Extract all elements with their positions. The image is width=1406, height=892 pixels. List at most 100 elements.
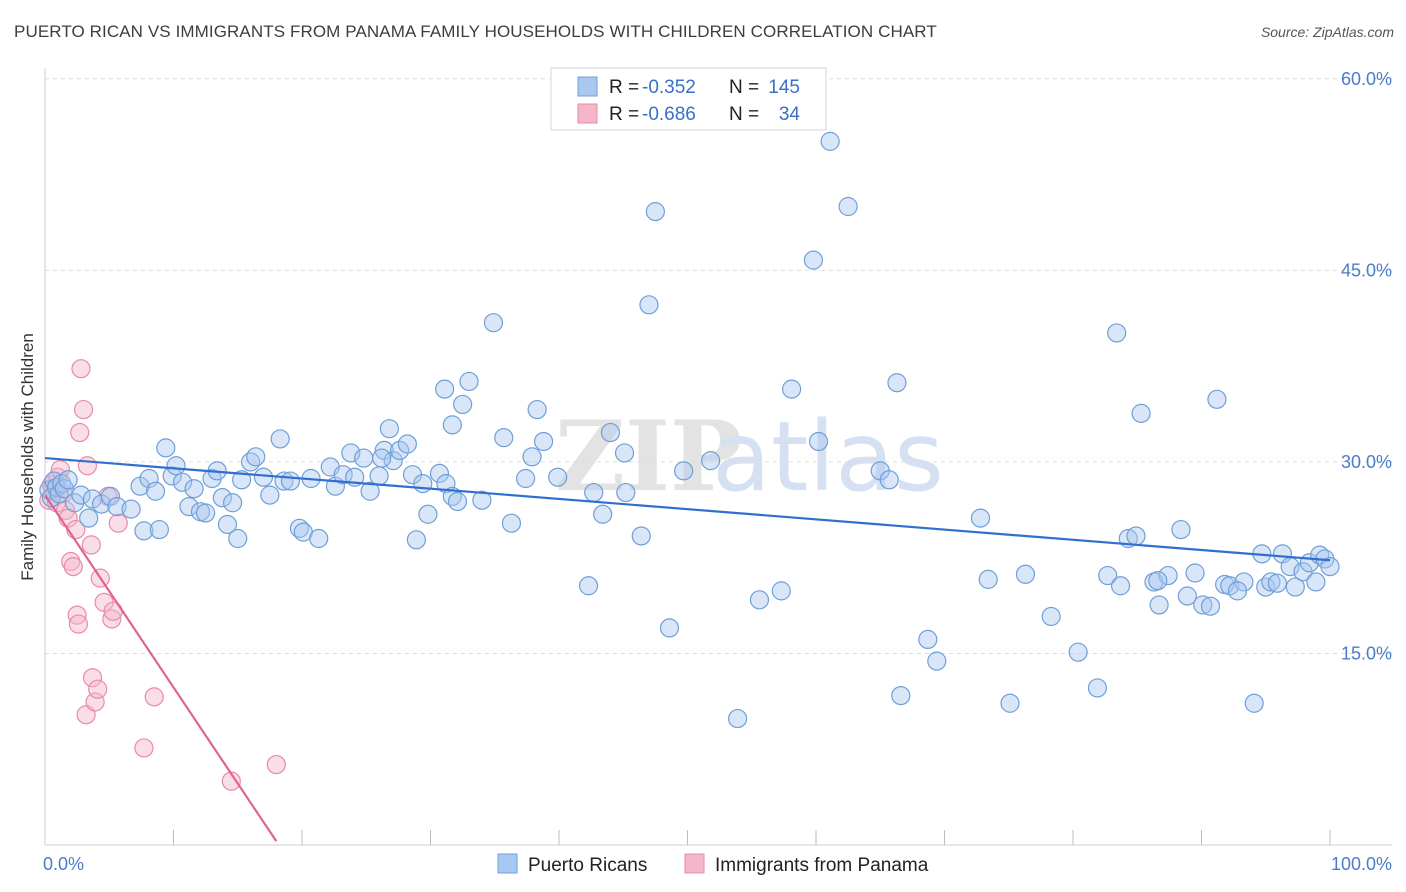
- puerto-rican-point-68: [442, 415, 462, 435]
- puerto-rican-point-94: [781, 379, 802, 399]
- puerto-rican-point-91: [728, 708, 748, 729]
- puerto-rican-point-107: [1015, 564, 1036, 584]
- puerto-rican-point-66: [447, 491, 468, 512]
- puerto-rican-point-17: [134, 521, 154, 541]
- puerto-rican-point-146: [372, 448, 392, 468]
- panama-point-13: [68, 614, 89, 634]
- puerto-rican-point-120: [1177, 586, 1197, 606]
- puerto-rican-point-82: [593, 504, 613, 524]
- puerto-rican-point-144: [616, 482, 636, 503]
- puerto-rican-point-26: [184, 479, 204, 499]
- puerto-rican-point-74: [501, 513, 522, 533]
- watermark-zip: ZIP: [555, 400, 742, 513]
- y-tick-label-45: 45.0%: [1341, 260, 1392, 280]
- puerto-rican-point-80: [578, 576, 599, 596]
- x-axis-ticks: [173, 830, 1331, 845]
- puerto-rican-point-45: [309, 528, 329, 549]
- puerto-rican-point-48: [333, 465, 353, 485]
- puerto-rican-point-14: [107, 496, 127, 517]
- puerto-rican-point-130: [1256, 577, 1276, 597]
- legend-n-value-2: 34: [779, 104, 801, 125]
- puerto-rican-point-142: [1148, 571, 1168, 591]
- puerto-rican-point-56: [383, 451, 403, 471]
- panama-point-18: [77, 456, 98, 476]
- puerto-rican-point-35: [241, 452, 261, 472]
- watermark-atlas: atlas: [712, 401, 944, 513]
- puerto-rican-point-39: [270, 429, 290, 449]
- puerto-rican-point-67: [435, 379, 455, 399]
- legend-swatch-pink: [577, 103, 598, 124]
- puerto-rican-point-83: [600, 422, 621, 443]
- panama-point-5: [50, 459, 71, 480]
- puerto-rican-point-84: [614, 443, 635, 463]
- puerto-rican-point-23: [166, 456, 186, 476]
- puerto-rican-point-57: [390, 440, 410, 461]
- panama-point-28: [108, 513, 128, 533]
- puerto-rican-point-89: [674, 461, 694, 481]
- puerto-rican-point-117: [1149, 595, 1169, 615]
- puerto-rican-point-118: [1158, 565, 1178, 586]
- puerto-rican-point-78: [533, 431, 554, 452]
- puerto-rican-point-132: [1267, 573, 1287, 593]
- puerto-rican-point-9: [71, 485, 91, 505]
- puerto-rican-points: [39, 131, 1340, 729]
- puerto-rican-point-104: [970, 508, 991, 528]
- puerto-rican-point-25: [179, 496, 199, 517]
- puerto-rican-point-51: [354, 448, 374, 468]
- puerto-rican-point-75: [515, 468, 536, 489]
- puerto-rican-point-131: [1261, 572, 1281, 592]
- puerto-rican-point-22: [162, 466, 182, 486]
- legend-swatch-blue: [577, 76, 598, 97]
- panama-point-19: [81, 535, 101, 555]
- puerto-rican-point-81: [584, 482, 604, 503]
- puerto-rican-point-20: [149, 519, 169, 540]
- puerto-rican-point-87: [645, 202, 665, 222]
- puerto-rican-point-77: [527, 399, 547, 420]
- puerto-rican-point-21: [156, 438, 176, 458]
- panama-point-22: [88, 679, 108, 699]
- puerto-rican-point-96: [820, 131, 840, 151]
- panama-point-29: [134, 738, 154, 758]
- legend-r-label-2: R =: [609, 104, 639, 125]
- puerto-rican-point-138: [1306, 572, 1326, 592]
- puerto-rican-point-128: [1244, 693, 1264, 713]
- panama-point-10: [63, 557, 83, 577]
- puerto-rican-point-53: [369, 466, 389, 486]
- panama-point-14: [70, 422, 90, 443]
- puerto-rican-point-31: [212, 488, 232, 508]
- puerto-rican-point-62: [418, 504, 438, 524]
- legend-n-label-2: N =: [729, 104, 759, 125]
- legend-r-label-1: R =: [609, 77, 639, 98]
- x-tick-label-min: 0.0%: [43, 854, 84, 874]
- puerto-rican-point-72: [483, 313, 504, 333]
- chart-title: PUERTO RICAN VS IMMIGRANTS FROM PANAMA F…: [14, 22, 937, 41]
- puerto-rican-point-73: [494, 428, 514, 448]
- puerto-rican-point-55: [379, 419, 399, 439]
- bottom-legend-label-1: Puerto Ricans: [528, 855, 647, 876]
- puerto-rican-point-58: [397, 434, 417, 454]
- puerto-rican-point-102: [918, 629, 938, 650]
- puerto-rican-point-52: [360, 481, 380, 501]
- puerto-rican-point-124: [1207, 389, 1227, 409]
- puerto-rican-point-106: [1000, 693, 1020, 713]
- puerto-rican-point-33: [228, 528, 248, 549]
- puerto-rican-point-71: [472, 490, 492, 510]
- puerto-rican-point-32: [217, 514, 238, 535]
- panama-point-30: [144, 687, 164, 707]
- puerto-rican-point-41: [280, 471, 301, 491]
- panama-point-26: [102, 609, 122, 629]
- puerto-rican-point-88: [659, 618, 680, 638]
- puerto-rican-point-103: [927, 651, 947, 671]
- puerto-rican-point-63: [429, 463, 450, 483]
- puerto-rican-point-37: [253, 467, 274, 487]
- source-label: Source: ZipAtlas.com: [1260, 24, 1394, 40]
- panama-point-16: [73, 399, 94, 420]
- legend-r-value-2: -0.686: [642, 104, 696, 125]
- puerto-rican-point-69: [453, 394, 473, 415]
- legend-n-label-1: N =: [729, 77, 759, 98]
- puerto-rican-point-123: [1200, 596, 1221, 616]
- y-tick-labels: 15.0% 30.0% 45.0% 60.0%: [1341, 69, 1392, 664]
- puerto-rican-point-121: [1185, 563, 1205, 583]
- puerto-rican-point-145: [808, 431, 829, 452]
- puerto-rican-point-113: [1110, 576, 1131, 596]
